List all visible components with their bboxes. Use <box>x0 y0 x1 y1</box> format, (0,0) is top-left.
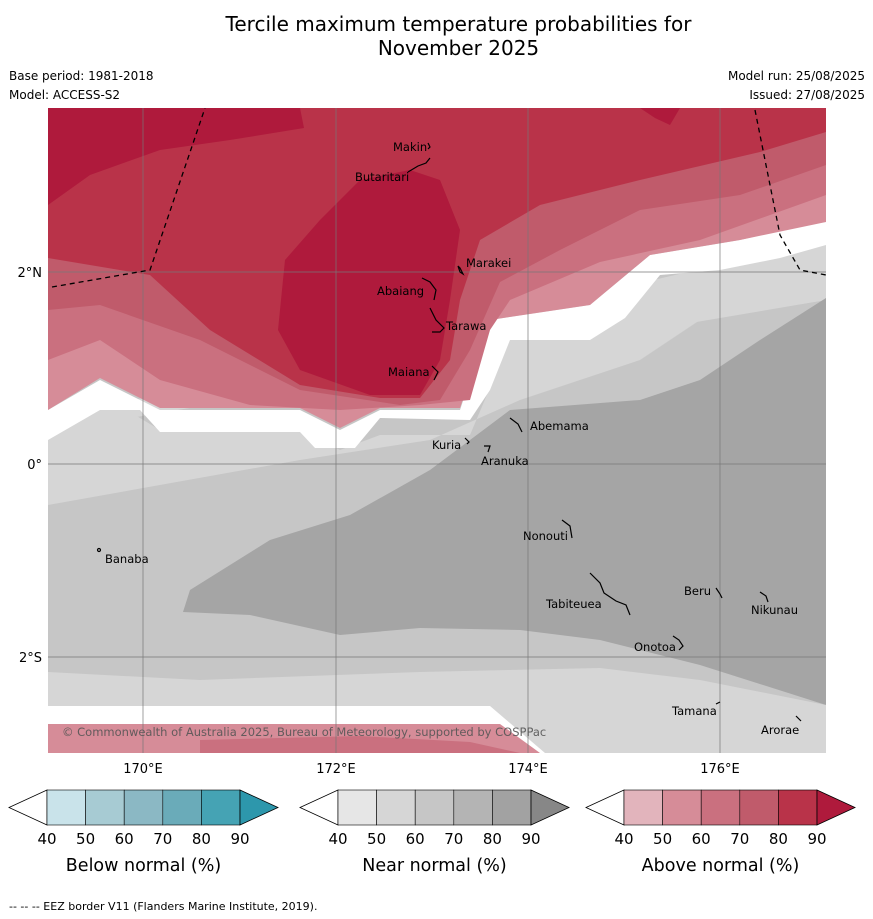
model-name: Model: ACCESS-S2 <box>9 88 121 102</box>
label-butaritari: Butaritari <box>355 170 409 184</box>
colorbar-under-triangle <box>8 789 48 826</box>
label-abemama: Abemama <box>530 419 589 433</box>
colorbar-segment <box>201 789 241 826</box>
label-onotoa: Onotoa <box>634 640 676 654</box>
label-maiana: Maiana <box>388 365 430 379</box>
colorbar-segment <box>453 789 493 826</box>
colorbar-segment <box>414 789 455 826</box>
colorbar-tick-label: 90 <box>807 830 826 848</box>
colorbar-over-triangle <box>530 789 570 826</box>
colorbar-tick-label: 80 <box>769 830 788 848</box>
colorbar-segment <box>492 789 532 826</box>
lat-label-2n: 2°N <box>18 266 43 281</box>
label-abaiang: Abaiang <box>377 284 424 298</box>
base-period: Base period: 1981-2018 <box>9 69 154 83</box>
above-normal-bottom-strip-60 <box>200 736 520 753</box>
label-tabiteuea: Tabiteuea <box>545 597 602 611</box>
colorbar-tick-label: 40 <box>328 830 347 848</box>
above-normal-90-nw <box>48 108 304 205</box>
colorbar-tick-label: 80 <box>483 830 502 848</box>
label-arorae: Arorae <box>761 723 799 737</box>
colorbar-tick-label: 50 <box>653 830 672 848</box>
label-kuria: Kuria <box>432 438 461 452</box>
probability-map: Makin Butaritari Marakei Abaiang Tarawa … <box>48 108 826 753</box>
label-tarawa: Tarawa <box>445 319 486 333</box>
colorbar-tick-label: 50 <box>367 830 386 848</box>
colorbar-near: 40 50 60 70 80 90 Near normal (%) <box>299 789 570 876</box>
label-nonouti: Nonouti <box>523 529 568 543</box>
colorbar-title: Below normal (%) <box>66 856 221 876</box>
colorbar-over-triangle <box>816 789 856 826</box>
label-nikunau: Nikunau <box>751 603 798 617</box>
lon-label-172: 172°E <box>316 762 356 777</box>
label-makin: Makin <box>393 140 427 154</box>
colorbar-segment <box>376 789 416 826</box>
colorbar-tick-label: 70 <box>730 830 749 848</box>
colorbar-segment <box>662 789 702 826</box>
label-aranuka: Aranuka <box>481 454 529 468</box>
lon-label-174: 174°E <box>508 762 548 777</box>
title-line-1: Tercile maximum temperature probabilitie… <box>225 12 692 36</box>
above-normal-90-ne <box>640 108 680 125</box>
colorbar-tick-label: 60 <box>406 830 425 848</box>
axis-labels: 170°E 172°E 174°E 176°E 2°N 0° 2°S <box>18 266 740 777</box>
lat-label-0: 0° <box>27 458 42 473</box>
colorbar-under-triangle <box>585 789 625 826</box>
colorbar-tick-label: 40 <box>614 830 633 848</box>
colorbar-above: 40 50 60 70 80 90 Above normal (%) <box>585 789 856 876</box>
colorbar-title: Above normal (%) <box>642 856 800 876</box>
meta-right: Model run: 25/08/2025 Issued: 27/08/2025 <box>728 69 865 107</box>
colorbar-segment <box>123 789 164 826</box>
lon-label-176: 176°E <box>700 762 740 777</box>
colorbar-segment <box>85 789 125 826</box>
title-line-2: November 2025 <box>377 36 540 60</box>
colorbar-tick-label: 90 <box>521 830 540 848</box>
colorbar-tick-label: 60 <box>692 830 711 848</box>
white-gap-top <box>48 220 826 448</box>
colorbar-segment <box>778 789 818 826</box>
label-banaba: Banaba <box>105 552 149 566</box>
place-labels: Makin Butaritari Marakei Abaiang Tarawa … <box>105 140 799 737</box>
label-marakei: Marakei <box>466 256 511 270</box>
island-outlines <box>96 142 802 722</box>
copyright-watermark: © Commonwealth of Australia 2025, Bureau… <box>62 725 546 739</box>
colorbar-under-triangle <box>299 789 339 826</box>
colorbar-segment <box>700 789 741 826</box>
colorbar-segment <box>337 789 377 826</box>
colorbar-tick-label: 80 <box>192 830 211 848</box>
colorbar-tick-label: 70 <box>444 830 463 848</box>
graticule <box>48 108 826 753</box>
lat-label-2s: 2°S <box>19 651 42 666</box>
model-run: Model run: 25/08/2025 <box>727 69 865 83</box>
colorbar-tick-label: 90 <box>230 830 249 848</box>
map-title: Tercile maximum temperature probabilitie… <box>0 12 873 60</box>
eez-footnote: -- -- -- EEZ border V11 (Flanders Marine… <box>9 900 318 913</box>
colorbar-tick-label: 50 <box>76 830 95 848</box>
above-normal-90-core <box>278 170 460 395</box>
near-normal-70-core <box>183 298 826 705</box>
meta-left: Base period: 1981-2018 Model: ACCESS-S2 <box>9 69 154 107</box>
colorbar-title: Near normal (%) <box>362 856 507 876</box>
colorbar-tick-label: 70 <box>153 830 172 848</box>
label-tamana: Tamana <box>671 704 717 718</box>
colorbar-segment <box>46 789 86 826</box>
colorbar-segment <box>739 789 779 826</box>
colorbar-over-triangle <box>239 789 279 826</box>
label-beru: Beru <box>684 584 711 598</box>
colorbar-below: 40 50 60 70 80 90 Below normal (%) <box>8 789 279 876</box>
lon-label-170: 170°E <box>123 762 163 777</box>
colorbar-tick-label: 40 <box>37 830 56 848</box>
issued-date: Issued: 27/08/2025 <box>749 88 865 102</box>
colorbar-segment <box>623 789 663 826</box>
colorbar-segment <box>162 789 202 826</box>
colorbar-legends: 40 50 60 70 80 90 Below normal (%) 40 50 60 70 80 90… <box>8 789 856 876</box>
eez-border <box>51 108 826 288</box>
colorbar-tick-label: 60 <box>115 830 134 848</box>
